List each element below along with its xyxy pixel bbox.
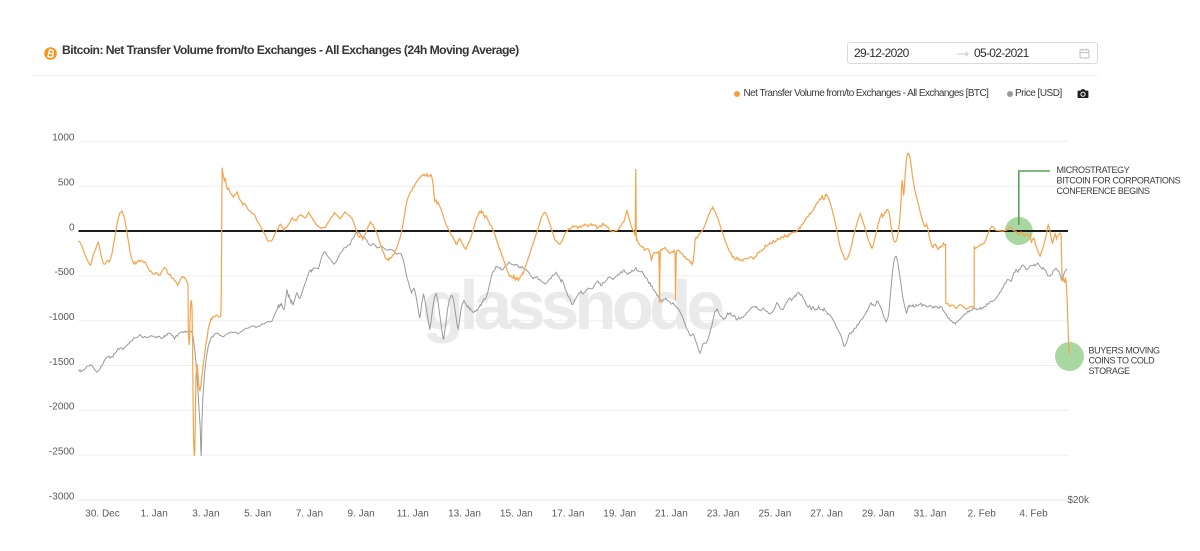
svg-text:29. Jan: 29. Jan [862, 509, 895, 520]
svg-text:9. Jan: 9. Jan [347, 509, 374, 520]
svg-text:-1500: -1500 [49, 357, 75, 368]
svg-text:COINS TO COLD: COINS TO COLD [1089, 356, 1156, 366]
svg-text:3. Jan: 3. Jan [192, 509, 219, 520]
svg-text:7. Jan: 7. Jan [296, 509, 323, 520]
svg-text:17. Jan: 17. Jan [552, 509, 585, 520]
svg-text:CONFERENCE BEGINS: CONFERENCE BEGINS [1057, 186, 1150, 196]
svg-text:-1000: -1000 [49, 312, 75, 323]
svg-text:BUYERS MOVING: BUYERS MOVING [1089, 345, 1160, 355]
svg-text:21. Jan: 21. Jan [655, 509, 688, 520]
svg-text:-500: -500 [54, 267, 74, 278]
svg-text:11. Jan: 11. Jan [397, 509, 429, 520]
svg-text:MICROSTRATEGY: MICROSTRATEGY [1057, 165, 1130, 175]
svg-text:0: 0 [69, 222, 75, 233]
svg-text:13. Jan: 13. Jan [448, 509, 481, 520]
svg-text:1000: 1000 [52, 133, 75, 144]
svg-text:30. Dec: 30. Dec [85, 509, 119, 520]
svg-text:1. Jan: 1. Jan [141, 509, 168, 520]
svg-text:2. Feb: 2. Feb [968, 509, 997, 520]
svg-text:$20k: $20k [1067, 495, 1090, 506]
svg-text:-3000: -3000 [49, 491, 75, 502]
svg-text:25. Jan: 25. Jan [758, 509, 791, 520]
svg-text:500: 500 [58, 178, 75, 189]
svg-text:-2000: -2000 [49, 402, 75, 413]
svg-text:31. Jan: 31. Jan [914, 509, 947, 520]
svg-text:STORAGE: STORAGE [1089, 366, 1131, 376]
svg-text:5. Jan: 5. Jan [244, 509, 271, 520]
svg-text:15. Jan: 15. Jan [500, 509, 533, 520]
svg-text:glassnode: glassnode [422, 267, 723, 344]
svg-text:19. Jan: 19. Jan [603, 509, 636, 520]
svg-text:4. Feb: 4. Feb [1019, 509, 1048, 520]
svg-text:-2500: -2500 [49, 446, 75, 457]
svg-text:27. Jan: 27. Jan [810, 509, 843, 520]
svg-text:BITCOIN FOR CORPORATIONS: BITCOIN FOR CORPORATIONS [1057, 175, 1181, 185]
svg-text:23. Jan: 23. Jan [707, 509, 740, 520]
